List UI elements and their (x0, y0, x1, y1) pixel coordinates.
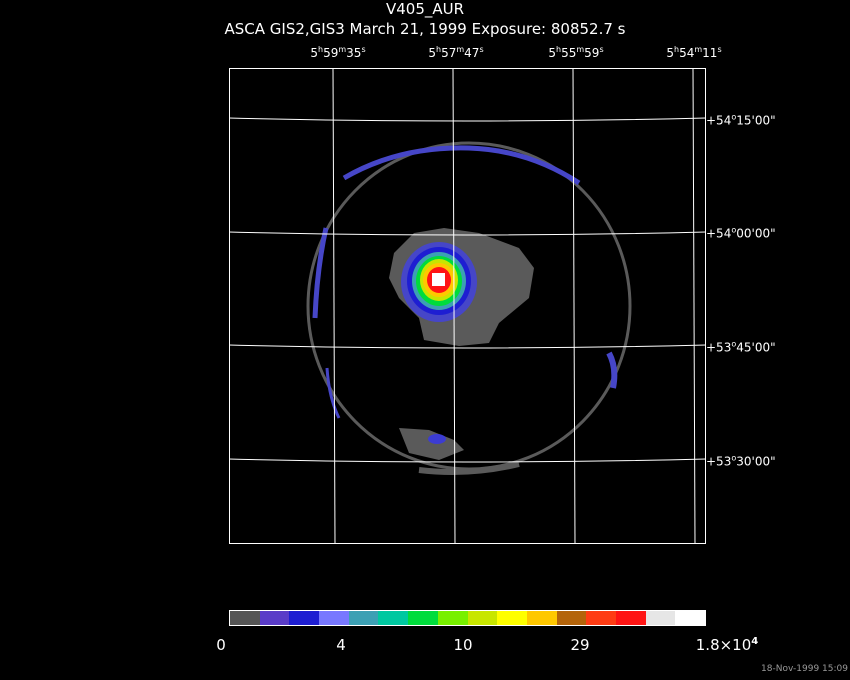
ring-left-arc (312, 227, 329, 319)
ra-label-1: 5h59m35s (310, 45, 366, 60)
dec-label-4: +53o30'00" (706, 453, 776, 469)
colorbar-segment-5 (378, 611, 409, 625)
colorbar-segment-15 (675, 611, 705, 625)
colorbar-segment-2 (289, 611, 320, 625)
colorbar-segment-7 (437, 611, 468, 625)
dec-label-2: +54o00'00" (706, 225, 776, 241)
colorbar-segment-14 (645, 611, 676, 625)
gray-patch-bottom (399, 428, 464, 460)
colorbar-segment-12 (586, 611, 616, 625)
dec-label-3: +53o45'00" (706, 339, 776, 355)
colorbar-segment-4 (348, 611, 379, 625)
ring-bottom-arc (418, 461, 520, 475)
source-peak (432, 273, 445, 286)
colorbar-segment-0 (230, 611, 260, 625)
colorbar-segment-8 (467, 611, 498, 625)
ra-label-2: 5h57m47s (428, 45, 484, 60)
ring-lowerleft-arc (325, 367, 341, 419)
ra-label-4: 5h54m11s (666, 45, 722, 60)
blue-patch-bottom (428, 434, 446, 444)
coordinate-grid (229, 68, 706, 544)
colorbar-label-4: 4 (336, 636, 346, 654)
colorbar-label-10: 10 (453, 636, 473, 654)
ra-label-3: 5h55m59s (548, 45, 604, 60)
colorbar-label-29: 29 (570, 636, 590, 654)
ring-right-blob (606, 351, 618, 389)
colorbar-segment-3 (319, 611, 349, 625)
colorbar-label-max: 1.8×104 (695, 636, 759, 654)
colorbar-segment-10 (526, 611, 557, 625)
colorbar-segment-1 (259, 611, 290, 625)
dec-label-1: +54o15'00" (706, 112, 776, 128)
colorbar-segment-6 (408, 611, 438, 625)
ring-top-arc (342, 145, 581, 186)
image-title: V405_AUR (385, 0, 465, 18)
colorbar-segment-9 (497, 611, 527, 625)
color-scale-bar (229, 610, 706, 626)
colorbar-segment-13 (615, 611, 646, 625)
colorbar-segment-11 (556, 611, 587, 625)
xray-image-panel (229, 68, 706, 544)
image-subtitle: ASCA GIS2,GIS3 March 21, 1999 Exposure: … (224, 20, 626, 38)
colorbar-label-0: 0 (216, 636, 226, 654)
timestamp: 18-Nov-1999 15:09 (761, 664, 848, 674)
